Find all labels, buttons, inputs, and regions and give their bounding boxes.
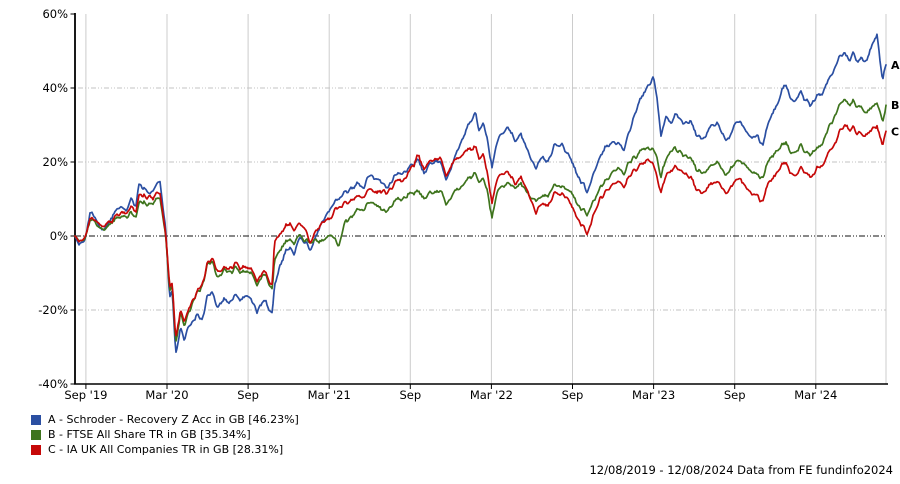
legend-color-swatch-c [31,444,41,455]
legend-item-a: A - Schroder - Recovery Z Acc in GB [46.… [31,412,299,427]
legend-color-swatch-b [31,429,41,440]
y-axis-tick-label: -20% [38,303,68,317]
legend-color-swatch-a [31,414,41,425]
series-end-label-a: A [891,59,900,72]
x-axis-tick-label: Sep [237,388,259,402]
legend-item-label: A - Schroder - Recovery Z Acc in GB [46.… [48,413,299,426]
x-axis-tick-label: Sep '19 [64,388,107,402]
legend-item-label: C - IA UK All Companies TR in GB [28.31%… [48,443,284,456]
y-axis-tick-label: 20% [42,155,68,169]
y-axis-tick-label: -40% [38,377,68,391]
x-axis-tick-label: Sep [562,388,584,402]
x-axis-tick-label: Mar '21 [308,388,351,402]
legend-item-label: B - FTSE All Share TR in GB [35.34%] [48,428,251,441]
y-axis-tick-label: 40% [42,81,68,95]
performance-line-chart: 60% 40% 20% 0% -20% -40%Sep '19 Mar '20 Sep Mar … [38,7,900,402]
series-end-label-b: B [891,99,899,112]
series-line-b [74,98,887,342]
series-line-c [74,124,887,337]
legend-item-c: C - IA UK All Companies TR in GB [28.31%… [31,442,299,457]
legend: A - Schroder - Recovery Z Acc in GB [46.… [31,412,299,457]
x-axis-tick-label: Mar '23 [632,388,675,402]
legend-item-b: B - FTSE All Share TR in GB [35.34%] [31,427,299,442]
series-end-label-c: C [891,125,899,138]
series-line-a [74,33,887,354]
y-axis-tick-label: 60% [42,7,68,21]
x-axis-tick-label: Mar '20 [145,388,188,402]
x-axis-tick-label: Sep [724,388,746,402]
y-axis-tick-label: 0% [50,229,68,243]
date-range-source-label: 12/08/2019 - 12/08/2024 Data from FE fun… [589,463,893,477]
x-axis-tick-label: Mar '22 [470,388,513,402]
x-axis-tick-label: Sep [399,388,421,402]
x-axis-tick-label: Mar '24 [794,388,837,402]
